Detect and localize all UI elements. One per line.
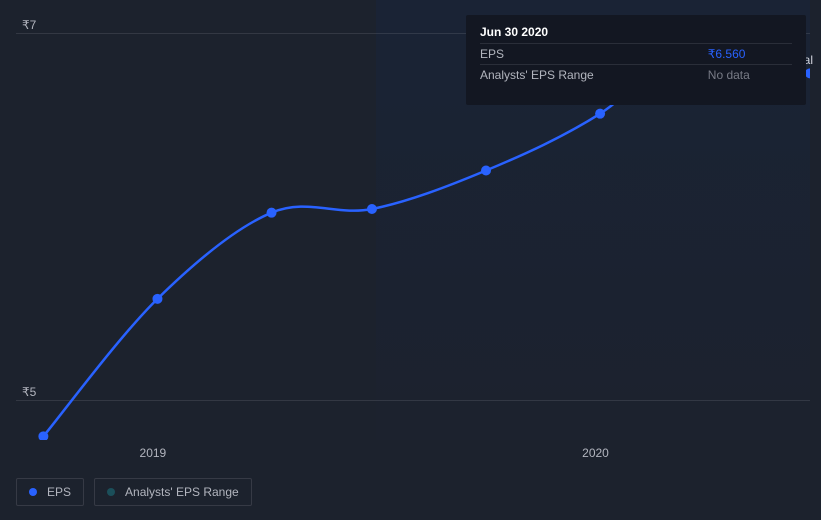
tooltip-table: EPS ₹6.560 Analysts' EPS Range No data [480, 43, 792, 85]
tooltip-row-range: Analysts' EPS Range No data [480, 65, 792, 86]
legend-dot-range [107, 488, 115, 496]
tooltip-row-range-value: No data [708, 65, 792, 86]
legend-item-range[interactable]: Analysts' EPS Range [94, 478, 252, 506]
chart-tooltip: Jun 30 2020 EPS ₹6.560 Analysts' EPS Ran… [466, 15, 806, 105]
legend-dot-eps [29, 488, 37, 496]
x-tick-2020: 2020 [582, 446, 609, 460]
tooltip-row-eps-value: ₹6.560 [708, 44, 792, 65]
x-axis: 2019 2020 [16, 442, 810, 466]
tooltip-row-eps: EPS ₹6.560 [480, 44, 792, 65]
eps-chart: ₹7 ₹5 Actual 2019 2020 Jun 30 2020 EPS ₹… [0, 0, 821, 520]
x-tick-2019: 2019 [140, 446, 167, 460]
legend-label-range: Analysts' EPS Range [125, 485, 239, 499]
tooltip-row-eps-label: EPS [480, 44, 708, 65]
tooltip-row-range-label: Analysts' EPS Range [480, 65, 708, 86]
legend-item-eps[interactable]: EPS [16, 478, 84, 506]
chart-legend: EPS Analysts' EPS Range [16, 478, 252, 506]
tooltip-date: Jun 30 2020 [480, 25, 792, 39]
legend-label-eps: EPS [47, 485, 71, 499]
